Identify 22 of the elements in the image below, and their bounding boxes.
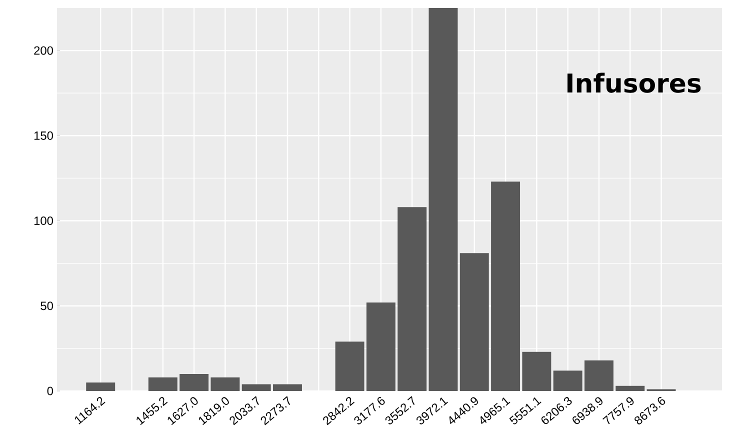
bar — [366, 302, 396, 391]
y-tick-label: 0 — [47, 386, 54, 396]
bar — [584, 360, 614, 391]
bar — [86, 382, 116, 391]
y-tick-label: 50 — [40, 302, 54, 310]
bar — [491, 182, 520, 391]
bar — [180, 374, 209, 391]
bar — [242, 384, 271, 391]
y-tick-label: 100 — [34, 216, 54, 225]
bar — [148, 377, 178, 391]
bar — [273, 384, 302, 391]
bar — [210, 377, 240, 391]
y-tick-label: 150 — [34, 131, 54, 140]
bar — [398, 207, 427, 391]
annotation: Infusores — [567, 72, 701, 93]
bar — [460, 253, 489, 391]
y-tick-label: 200 — [34, 46, 54, 55]
bar — [335, 342, 364, 391]
bar — [553, 370, 582, 391]
bar — [616, 386, 645, 391]
bar — [428, 8, 458, 391]
bar — [522, 352, 552, 391]
